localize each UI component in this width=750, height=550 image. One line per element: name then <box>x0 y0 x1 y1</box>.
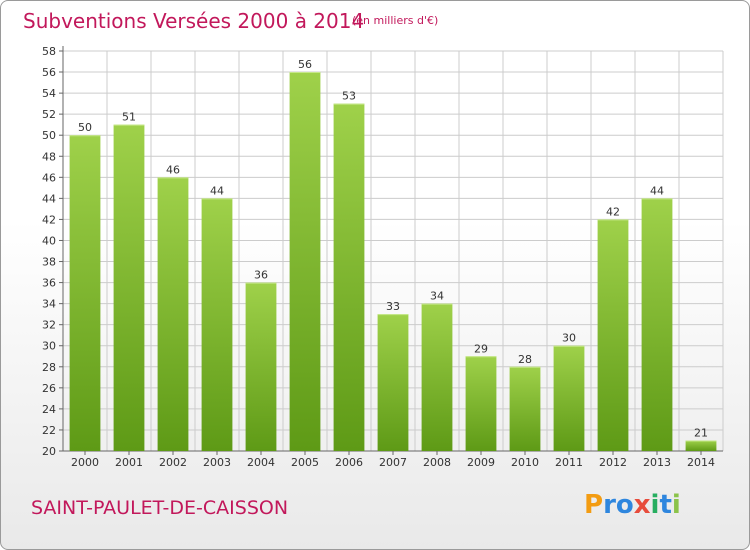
value-label: 50 <box>78 121 92 134</box>
value-label: 28 <box>518 353 532 366</box>
x-tick-label: 2006 <box>335 456 363 469</box>
bar <box>69 135 101 452</box>
y-tick-label: 56 <box>42 66 56 79</box>
y-tick-label: 20 <box>42 445 56 458</box>
value-labels: 50 51 46 44 36 56 53 33 34 29 28 30 42 44 21 <box>78 58 708 439</box>
value-label: 33 <box>386 300 400 313</box>
y-tick-label: 48 <box>42 150 56 163</box>
y-tick-label: 50 <box>42 129 56 142</box>
value-label: 56 <box>298 58 312 71</box>
bar <box>685 440 717 451</box>
x-tick-label: 2010 <box>511 456 539 469</box>
logo-letter: P <box>584 490 604 520</box>
logo-letter: t <box>659 490 672 520</box>
x-tick-label: 2001 <box>115 456 143 469</box>
value-label: 44 <box>650 184 664 197</box>
x-tick-label: 2009 <box>467 456 495 469</box>
logo-letter: i <box>671 490 681 520</box>
chart-title: Subventions Versées 2000 à 2014 <box>23 9 365 33</box>
y-tick-label: 44 <box>42 192 56 205</box>
bar <box>333 103 365 451</box>
bar <box>597 219 629 451</box>
logo-letter: r <box>603 490 616 520</box>
x-tick-label: 2012 <box>599 456 627 469</box>
x-tick-label: 2013 <box>643 456 671 469</box>
bar <box>245 282 277 451</box>
value-label: 44 <box>210 184 224 197</box>
value-label: 53 <box>342 90 356 103</box>
y-tick-label: 52 <box>42 108 56 121</box>
logo-letter: x <box>633 490 651 520</box>
y-tick-label: 28 <box>42 361 56 374</box>
value-label: 42 <box>606 205 620 218</box>
x-tick-label: 2003 <box>203 456 231 469</box>
value-label: 34 <box>430 290 444 303</box>
value-label: 29 <box>474 342 488 355</box>
chart-subtitle: (en milliers d'€) <box>352 14 439 27</box>
bar <box>465 356 497 451</box>
value-label: 36 <box>254 269 268 282</box>
logo-letter: o <box>615 490 634 520</box>
bar <box>289 72 321 451</box>
y-tick-label: 38 <box>42 256 56 269</box>
x-tick-label: 2005 <box>291 456 319 469</box>
x-tick-label: 2011 <box>555 456 583 469</box>
x-tick-label: 2004 <box>247 456 275 469</box>
bar <box>377 314 409 451</box>
value-label: 51 <box>122 111 136 124</box>
x-tick-label: 2007 <box>379 456 407 469</box>
bar <box>641 198 673 451</box>
proxiti-logo: Proxiti <box>584 490 681 520</box>
y-tick-label: 26 <box>42 382 56 395</box>
logo-letter: i <box>650 490 660 520</box>
bar <box>113 124 145 452</box>
value-label: 21 <box>694 426 708 439</box>
bar <box>553 345 585 451</box>
value-label: 46 <box>166 163 180 176</box>
y-tick-label: 42 <box>42 213 56 226</box>
y-tick-label: 36 <box>42 277 56 290</box>
bar <box>509 366 541 451</box>
y-tick-label: 30 <box>42 340 56 353</box>
bar <box>157 177 189 451</box>
x-tick-label: 2002 <box>159 456 187 469</box>
tick-labels: 20 22 24 26 28 30 32 34 36 38 40 42 44 46 48 50 52 54 56 58… <box>42 45 715 469</box>
y-tick-label: 22 <box>42 424 56 437</box>
x-tick-label: 2014 <box>687 456 715 469</box>
y-tick-label: 32 <box>42 319 56 332</box>
bar <box>421 303 453 451</box>
y-tick-label: 40 <box>42 234 56 247</box>
y-tick-label: 24 <box>42 403 56 416</box>
y-tick-label: 58 <box>42 45 56 58</box>
commune-name: SAINT-PAULET-DE-CAISSON <box>31 497 289 519</box>
bars <box>69 72 717 452</box>
y-tick-label: 46 <box>42 171 56 184</box>
y-tick-label: 34 <box>42 298 56 311</box>
x-tick-label: 2000 <box>71 456 99 469</box>
value-label: 30 <box>562 332 576 345</box>
x-tick-label: 2008 <box>423 456 451 469</box>
y-tick-label: 54 <box>42 87 56 100</box>
bar <box>201 198 233 451</box>
